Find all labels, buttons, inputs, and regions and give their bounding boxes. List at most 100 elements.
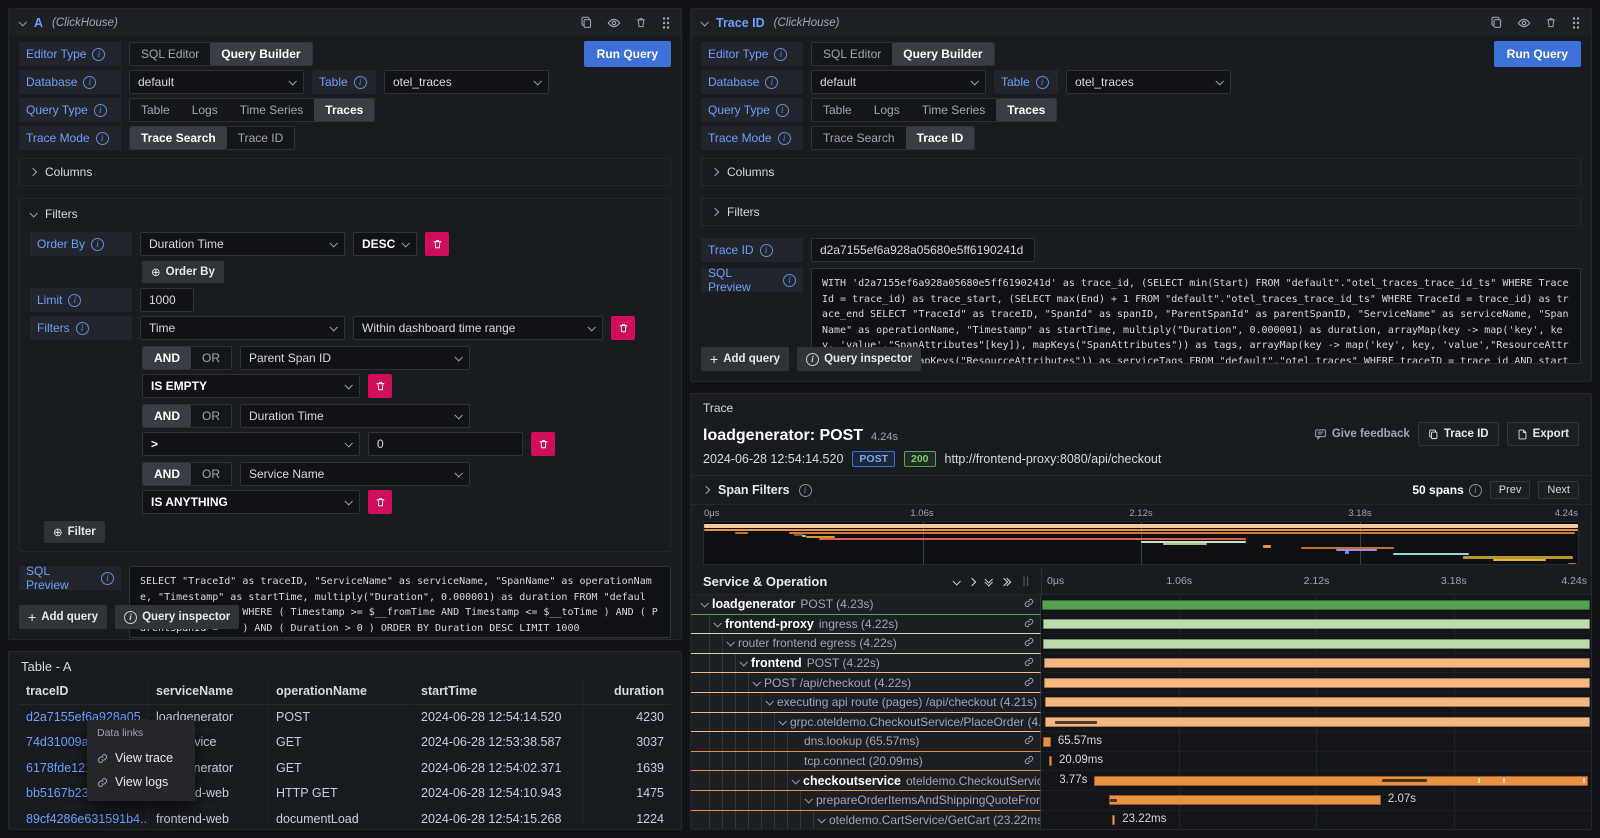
span-link-icon[interactable] — [1024, 754, 1040, 768]
next-button[interactable]: Next — [1538, 481, 1579, 499]
chevron-down-icon[interactable] — [778, 717, 786, 725]
collapse-all-icon[interactable] — [985, 577, 991, 586]
expand-one-icon[interactable] — [969, 579, 975, 585]
span-name-cell[interactable]: prepareOrderItemsAndShippingQuoteFromCar… — [691, 791, 1041, 811]
trace-id-button[interactable]: Trace ID — [1418, 422, 1499, 446]
trace-id-input[interactable]: d2a7155ef6a928a05680e5ff6190241d — [811, 238, 1035, 262]
span-bar-cell[interactable]: 2.07s — [1041, 791, 1591, 811]
order-by-field-select[interactable]: Duration Time — [140, 232, 345, 256]
table-header-cell[interactable]: traceID — [19, 679, 149, 704]
span-bar-cell[interactable] — [1041, 615, 1591, 635]
condition-operator-select[interactable]: > — [142, 432, 360, 456]
query-inspector-button[interactable]: iQuery inspector — [797, 347, 921, 371]
add-query-button[interactable]: +Add query — [701, 347, 789, 371]
chevron-down-icon[interactable] — [726, 639, 734, 647]
trace-minimap[interactable] — [703, 521, 1579, 565]
span-duration-bar[interactable] — [1043, 639, 1590, 649]
chevron-down-icon[interactable] — [804, 795, 812, 803]
chevron-right-icon[interactable] — [702, 486, 710, 494]
table-select[interactable]: otel_traces — [384, 70, 549, 94]
query-type-traces[interactable]: Traces — [314, 99, 374, 121]
span-name-cell[interactable]: executing api route (pages) /api/checkou… — [691, 693, 1041, 713]
and-option[interactable]: AND — [143, 405, 191, 427]
prev-button[interactable]: Prev — [1490, 481, 1531, 499]
condition-field-select[interactable]: Parent Span ID — [240, 346, 470, 370]
span-duration-bar[interactable] — [1044, 658, 1590, 668]
span-link-icon[interactable] — [1024, 676, 1040, 690]
condition-value-input[interactable]: 0 — [368, 432, 523, 456]
collapse-icon[interactable] — [18, 18, 26, 26]
span-link-icon[interactable] — [1024, 656, 1040, 670]
run-query-button[interactable]: Run Query — [584, 41, 671, 67]
sql-editor-option[interactable]: SQL Editor — [812, 43, 892, 65]
table-select[interactable]: otel_traces — [1066, 70, 1231, 94]
chevron-down-icon[interactable] — [791, 776, 799, 784]
collapse-one-icon[interactable] — [953, 579, 959, 585]
condition-field-select[interactable]: Service Name — [240, 462, 470, 486]
span-duration-bar[interactable] — [1045, 697, 1590, 707]
query-type-logs[interactable]: Logs — [863, 99, 911, 121]
span-name-cell[interactable]: router frontend egress (4.22s) — [691, 634, 1041, 654]
and-option[interactable]: AND — [143, 347, 191, 369]
span-link-icon[interactable] — [1024, 636, 1040, 650]
query-type-table[interactable]: Table — [130, 99, 181, 121]
trace-mode-search[interactable]: Trace Search — [812, 127, 906, 149]
span-name-cell[interactable]: frontendPOST (4.22s) — [691, 654, 1041, 674]
columns-section[interactable]: Columns — [701, 158, 1581, 186]
span-name-cell[interactable]: oteldemo.CartService/GetCart (23.22ms) — [691, 811, 1041, 829]
column-resize-handle[interactable]: || — [1020, 576, 1033, 587]
query-type-logs[interactable]: Logs — [181, 99, 229, 121]
database-select[interactable]: default — [129, 70, 304, 94]
collapse-icon[interactable] — [700, 18, 708, 26]
table-header-cell[interactable]: startTime — [414, 679, 584, 704]
filter-value-select[interactable]: Within dashboard time range — [353, 316, 603, 340]
table-header-cell[interactable]: operationName — [269, 679, 414, 704]
duplicate-query-icon[interactable] — [1490, 16, 1503, 29]
database-select[interactable]: default — [811, 70, 986, 94]
span-name-cell[interactable]: POST /api/checkout (4.22s) — [691, 673, 1041, 693]
and-option[interactable]: AND — [143, 463, 191, 485]
span-bar-cell[interactable] — [1041, 654, 1591, 674]
order-by-direction-select[interactable]: DESC — [353, 232, 417, 256]
table-header-cell[interactable]: duration — [584, 679, 671, 704]
remove-order-by-button[interactable] — [425, 232, 449, 256]
drag-handle-icon[interactable] — [661, 16, 671, 30]
chevron-down-icon[interactable] — [817, 815, 825, 823]
trace-mode-search[interactable]: Trace Search — [130, 127, 227, 149]
span-bar-cell[interactable] — [1041, 673, 1591, 693]
remove-condition-button[interactable] — [368, 490, 392, 514]
span-bar-cell[interactable]: 3.77s — [1041, 771, 1591, 791]
query-type-timeseries[interactable]: Time Series — [911, 99, 997, 121]
span-bar-cell[interactable] — [1041, 595, 1591, 615]
condition-operator-select[interactable]: IS EMPTY — [142, 374, 360, 398]
remove-filter-button[interactable] — [611, 316, 635, 340]
add-order-by-button[interactable]: ⊕Order By — [142, 261, 224, 283]
span-filters-label[interactable]: Span Filters — [718, 483, 790, 497]
trace-mode-id[interactable]: Trace ID — [227, 127, 295, 149]
span-name-cell[interactable]: checkoutserviceoteldemo.CheckoutService/… — [691, 771, 1041, 791]
expand-all-icon[interactable] — [1001, 579, 1010, 585]
span-duration-bar[interactable] — [1043, 619, 1590, 629]
span-duration-bar[interactable] — [1043, 737, 1051, 747]
give-feedback-link[interactable]: Give feedback — [1314, 428, 1410, 440]
sql-editor-option[interactable]: SQL Editor — [130, 43, 210, 65]
span-name-cell[interactable]: loadgeneratorPOST (4.23s) — [691, 595, 1041, 615]
span-link-icon[interactable] — [1024, 597, 1040, 611]
span-link-icon[interactable] — [1024, 734, 1040, 748]
delete-query-icon[interactable] — [1545, 16, 1557, 29]
filters-section[interactable]: Filters — [701, 198, 1581, 226]
condition-field-select[interactable]: Duration Time — [240, 404, 470, 428]
span-duration-bar[interactable] — [1109, 795, 1381, 805]
span-bar-cell[interactable] — [1041, 693, 1591, 713]
span-name-cell[interactable]: tcp.connect (20.09ms) — [691, 752, 1041, 772]
hide-query-icon[interactable] — [1517, 16, 1531, 30]
span-link-icon[interactable] — [1024, 617, 1040, 631]
add-query-button[interactable]: +Add query — [19, 605, 107, 629]
trace-id-link[interactable]: 89cf4286e631591b4... — [19, 807, 149, 831]
remove-condition-button[interactable] — [368, 374, 392, 398]
span-name-cell[interactable]: dns.lookup (65.57ms) — [691, 732, 1041, 752]
chevron-down-icon[interactable] — [752, 678, 760, 686]
query-inspector-button[interactable]: iQuery inspector — [115, 605, 239, 629]
duplicate-query-icon[interactable] — [580, 16, 593, 29]
span-name-cell[interactable]: frontend-proxyingress (4.22s) — [691, 615, 1041, 635]
